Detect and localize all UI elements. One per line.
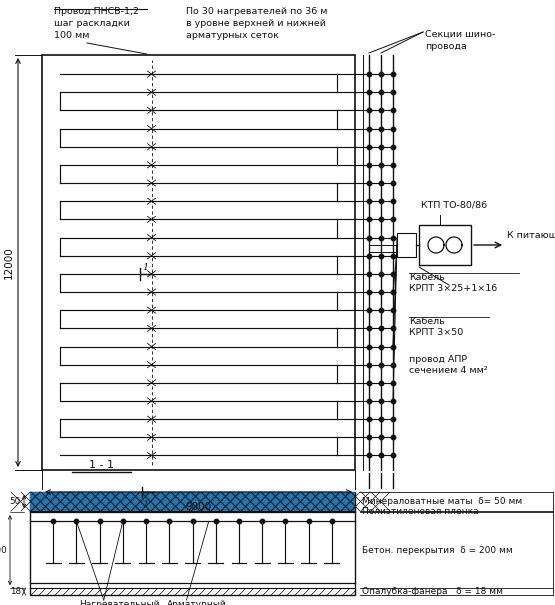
Text: Нагревательный
провод ПНСВ-1,2
с шагом раскладки
100 мм: Нагревательный провод ПНСВ-1,2 с шагом р… <box>79 600 171 605</box>
Text: Кабель
КРПТ 3×25+1×16: Кабель КРПТ 3×25+1×16 <box>409 273 497 293</box>
Bar <box>30 588 355 595</box>
Text: 9000: 9000 <box>185 502 211 512</box>
Text: 1: 1 <box>143 500 149 509</box>
Text: 18: 18 <box>10 587 21 596</box>
Bar <box>30 492 355 595</box>
Text: 1: 1 <box>143 263 149 272</box>
Text: К питающей сети: К питающей сети <box>507 231 555 240</box>
Text: Арматурный
каркас: Арматурный каркас <box>166 600 226 605</box>
Text: Бетон. перекрытия  δ = 200 мм: Бетон. перекрытия δ = 200 мм <box>362 546 513 555</box>
Text: Полиэтиленовая пленка: Полиэтиленовая пленка <box>362 507 478 516</box>
Text: По 30 нагревателей по 36 м
в уровне верхней и нижней
арматурных сеток: По 30 нагревателей по 36 м в уровне верх… <box>186 7 327 39</box>
Bar <box>30 492 355 511</box>
Bar <box>397 233 416 257</box>
Text: провод АПР
сечением 4 мм²: провод АПР сечением 4 мм² <box>409 355 488 375</box>
Bar <box>30 492 355 511</box>
Text: 200: 200 <box>0 546 7 555</box>
Text: 12000: 12000 <box>4 246 14 279</box>
Text: Провод ПНСВ-1,2
шаг раскладки
100 мм: Провод ПНСВ-1,2 шаг раскладки 100 мм <box>54 7 139 39</box>
Text: 1 - 1: 1 - 1 <box>89 460 114 470</box>
Text: Секции шино-
провода: Секции шино- провода <box>425 30 496 51</box>
Text: 50: 50 <box>10 497 21 506</box>
Bar <box>42 55 355 470</box>
Bar <box>419 225 471 265</box>
Text: Опалубка-фанера   δ = 18 мм: Опалубка-фанера δ = 18 мм <box>362 587 503 596</box>
Text: КТП ТО-80/86: КТП ТО-80/86 <box>421 200 487 209</box>
Text: Кабель
КРПТ 3×50: Кабель КРПТ 3×50 <box>409 317 463 337</box>
Text: Минераловатные маты  δ= 50 мм: Минераловатные маты δ= 50 мм <box>362 497 522 506</box>
